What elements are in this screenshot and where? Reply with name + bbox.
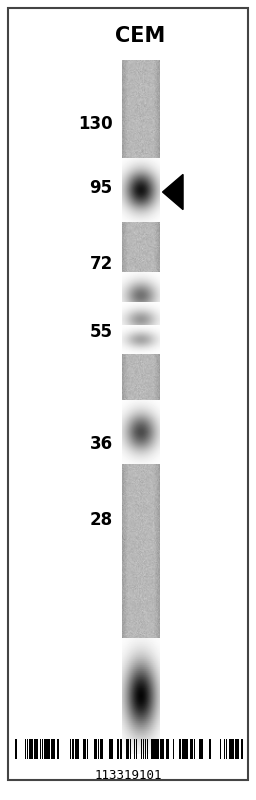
Bar: [126, 739, 129, 759]
Bar: [183, 739, 184, 759]
Text: CEM: CEM: [115, 26, 165, 46]
Bar: [27, 739, 28, 759]
Bar: [152, 739, 154, 759]
Bar: [87, 739, 88, 759]
Bar: [70, 739, 71, 759]
Bar: [98, 739, 99, 759]
Text: 28: 28: [90, 511, 113, 529]
Bar: [57, 739, 59, 759]
Bar: [209, 739, 211, 759]
Bar: [42, 739, 43, 759]
Bar: [229, 739, 231, 759]
Bar: [151, 739, 152, 759]
Bar: [194, 739, 195, 759]
Bar: [34, 739, 38, 759]
Text: 113319101: 113319101: [94, 769, 162, 782]
Bar: [190, 739, 193, 759]
Bar: [141, 739, 143, 759]
Bar: [94, 739, 97, 759]
Bar: [40, 739, 41, 759]
Bar: [51, 739, 55, 759]
Bar: [100, 739, 103, 759]
Bar: [143, 739, 144, 759]
Bar: [226, 739, 227, 759]
Bar: [72, 739, 74, 759]
Bar: [184, 739, 186, 759]
Text: 130: 130: [78, 115, 113, 133]
Bar: [220, 739, 221, 759]
Bar: [179, 739, 182, 759]
Bar: [231, 739, 233, 759]
Bar: [121, 739, 122, 759]
Bar: [145, 739, 146, 759]
Text: 72: 72: [89, 255, 113, 273]
Bar: [166, 739, 167, 759]
Bar: [201, 739, 202, 759]
Bar: [147, 739, 148, 759]
Bar: [117, 739, 120, 759]
Bar: [109, 739, 113, 759]
Bar: [15, 739, 17, 759]
Bar: [134, 739, 135, 759]
Bar: [224, 739, 225, 759]
Text: 36: 36: [90, 435, 113, 453]
Bar: [158, 739, 159, 759]
Bar: [28, 739, 30, 759]
Bar: [45, 739, 47, 759]
Text: 55: 55: [90, 323, 113, 341]
Bar: [83, 739, 86, 759]
Bar: [130, 739, 131, 759]
Bar: [44, 739, 45, 759]
Polygon shape: [163, 174, 183, 210]
Bar: [173, 739, 174, 759]
Bar: [47, 739, 50, 759]
Bar: [156, 739, 157, 759]
Bar: [233, 739, 234, 759]
Bar: [241, 739, 243, 759]
Bar: [160, 739, 164, 759]
Bar: [167, 739, 169, 759]
Bar: [186, 739, 188, 759]
Bar: [135, 739, 137, 759]
Bar: [199, 739, 201, 759]
Bar: [30, 739, 33, 759]
Bar: [235, 739, 239, 759]
Text: 95: 95: [90, 179, 113, 197]
Bar: [25, 739, 26, 759]
Bar: [76, 739, 80, 759]
Bar: [154, 739, 156, 759]
